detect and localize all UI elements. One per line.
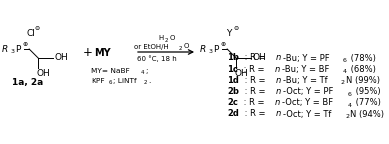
Text: P: P <box>15 44 21 54</box>
Text: n: n <box>275 98 280 107</box>
Text: 2d: 2d <box>227 109 239 119</box>
Text: 2: 2 <box>165 38 168 43</box>
Text: ⊕: ⊕ <box>22 41 27 47</box>
Text: MY: MY <box>94 48 110 58</box>
Text: 4: 4 <box>347 103 352 108</box>
Text: 6: 6 <box>109 80 112 86</box>
Text: ⊖: ⊖ <box>34 25 39 31</box>
Text: Cl: Cl <box>26 29 35 37</box>
Text: 3: 3 <box>10 49 14 54</box>
Text: 1a, 2a: 1a, 2a <box>12 78 43 88</box>
Text: : R =: : R = <box>241 98 267 107</box>
Text: 2: 2 <box>345 114 349 119</box>
Text: 2c: 2c <box>227 98 238 107</box>
Text: N (94%): N (94%) <box>350 109 384 119</box>
Text: 2: 2 <box>179 47 182 52</box>
Text: OH: OH <box>36 69 50 77</box>
Text: OH: OH <box>54 54 68 62</box>
Text: n: n <box>276 54 281 62</box>
Text: n: n <box>275 65 280 74</box>
Text: (77%): (77%) <box>353 98 380 107</box>
Text: (68%): (68%) <box>348 65 376 74</box>
Text: -Bu; Y = PF: -Bu; Y = PF <box>283 54 329 62</box>
Text: n: n <box>276 76 281 85</box>
Text: : R =: : R = <box>242 76 268 85</box>
Text: .: . <box>148 78 151 84</box>
Text: -Oct; Y = BF: -Oct; Y = BF <box>282 98 333 107</box>
Text: 60 °C, 18 h: 60 °C, 18 h <box>137 56 177 62</box>
Text: (95%): (95%) <box>353 87 380 96</box>
Text: -Bu; Y = BF: -Bu; Y = BF <box>282 65 329 74</box>
Text: ⊖: ⊖ <box>233 25 238 31</box>
Text: (78%): (78%) <box>348 54 376 62</box>
Text: : R =: : R = <box>242 54 268 62</box>
Text: KPF: KPF <box>91 78 105 84</box>
Text: R: R <box>200 44 206 54</box>
Text: 2: 2 <box>144 80 147 86</box>
Text: : R =: : R = <box>242 87 268 96</box>
Text: R: R <box>2 44 8 54</box>
Text: : R =: : R = <box>241 65 267 74</box>
Text: 6: 6 <box>343 58 347 63</box>
Text: OH: OH <box>234 69 248 77</box>
Text: ⊕: ⊕ <box>220 41 225 47</box>
Text: Y: Y <box>226 29 231 37</box>
Text: O: O <box>169 35 175 41</box>
Text: 3: 3 <box>208 49 212 54</box>
Text: 6: 6 <box>348 92 352 97</box>
Text: -Oct; Y = PF: -Oct; Y = PF <box>283 87 333 96</box>
Text: N (99%): N (99%) <box>345 76 380 85</box>
Text: +: + <box>83 47 93 59</box>
Text: O: O <box>183 43 189 50</box>
Text: H: H <box>158 35 163 41</box>
Text: -Oct; Y = Tf: -Oct; Y = Tf <box>283 109 331 119</box>
Text: MY= NaBF: MY= NaBF <box>91 68 130 74</box>
Text: : R =: : R = <box>242 109 268 119</box>
Text: 4: 4 <box>141 71 144 75</box>
Text: 4: 4 <box>343 69 347 74</box>
Text: n: n <box>276 109 281 119</box>
Text: -Bu; Y = Tf: -Bu; Y = Tf <box>283 76 328 85</box>
Text: ;: ; <box>145 68 148 74</box>
Text: 1c: 1c <box>227 65 238 74</box>
Text: P: P <box>213 44 219 54</box>
Text: 2: 2 <box>340 80 344 85</box>
Text: OH: OH <box>252 54 266 62</box>
Text: ; LiNTf: ; LiNTf <box>113 78 137 84</box>
Text: or EtOH/H: or EtOH/H <box>134 43 169 50</box>
Text: 2b: 2b <box>227 87 239 96</box>
Text: 1d: 1d <box>227 76 239 85</box>
Text: n: n <box>276 87 281 96</box>
Text: 1b: 1b <box>227 54 239 62</box>
